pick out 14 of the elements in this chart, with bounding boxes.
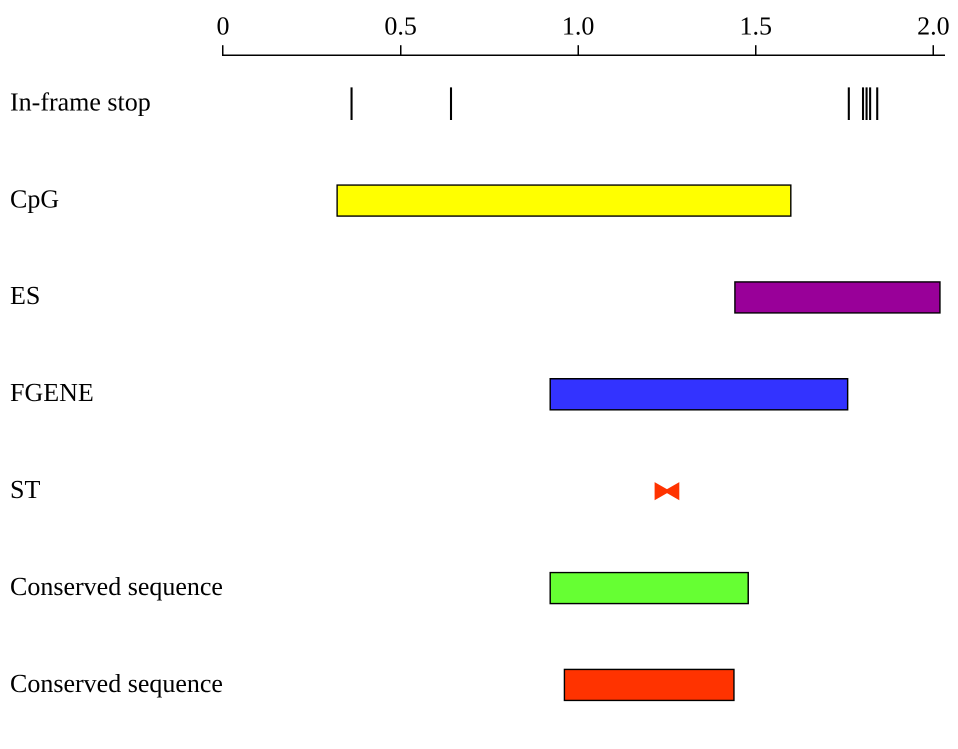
bar [862,87,864,120]
bar [450,87,452,120]
y-tick-label: CpG [10,184,60,214]
y-tick-label: FGENE [10,378,94,408]
y-tick-label: ST [10,475,40,504]
x-tick-label: 0 [216,11,230,40]
x-tick-label: 1.0 [562,11,594,40]
y-tick-label: ES [10,281,40,310]
x-tick-label: 1.5 [740,11,772,40]
y-tick-label: Conserved sequence [10,572,223,601]
x-tick-label: 2.0 [917,11,950,40]
x-tick-label: 0.5 [384,11,417,40]
y-tick-label: Conserved sequence [10,668,223,698]
y-tick-label: In-frame stop [10,87,151,116]
